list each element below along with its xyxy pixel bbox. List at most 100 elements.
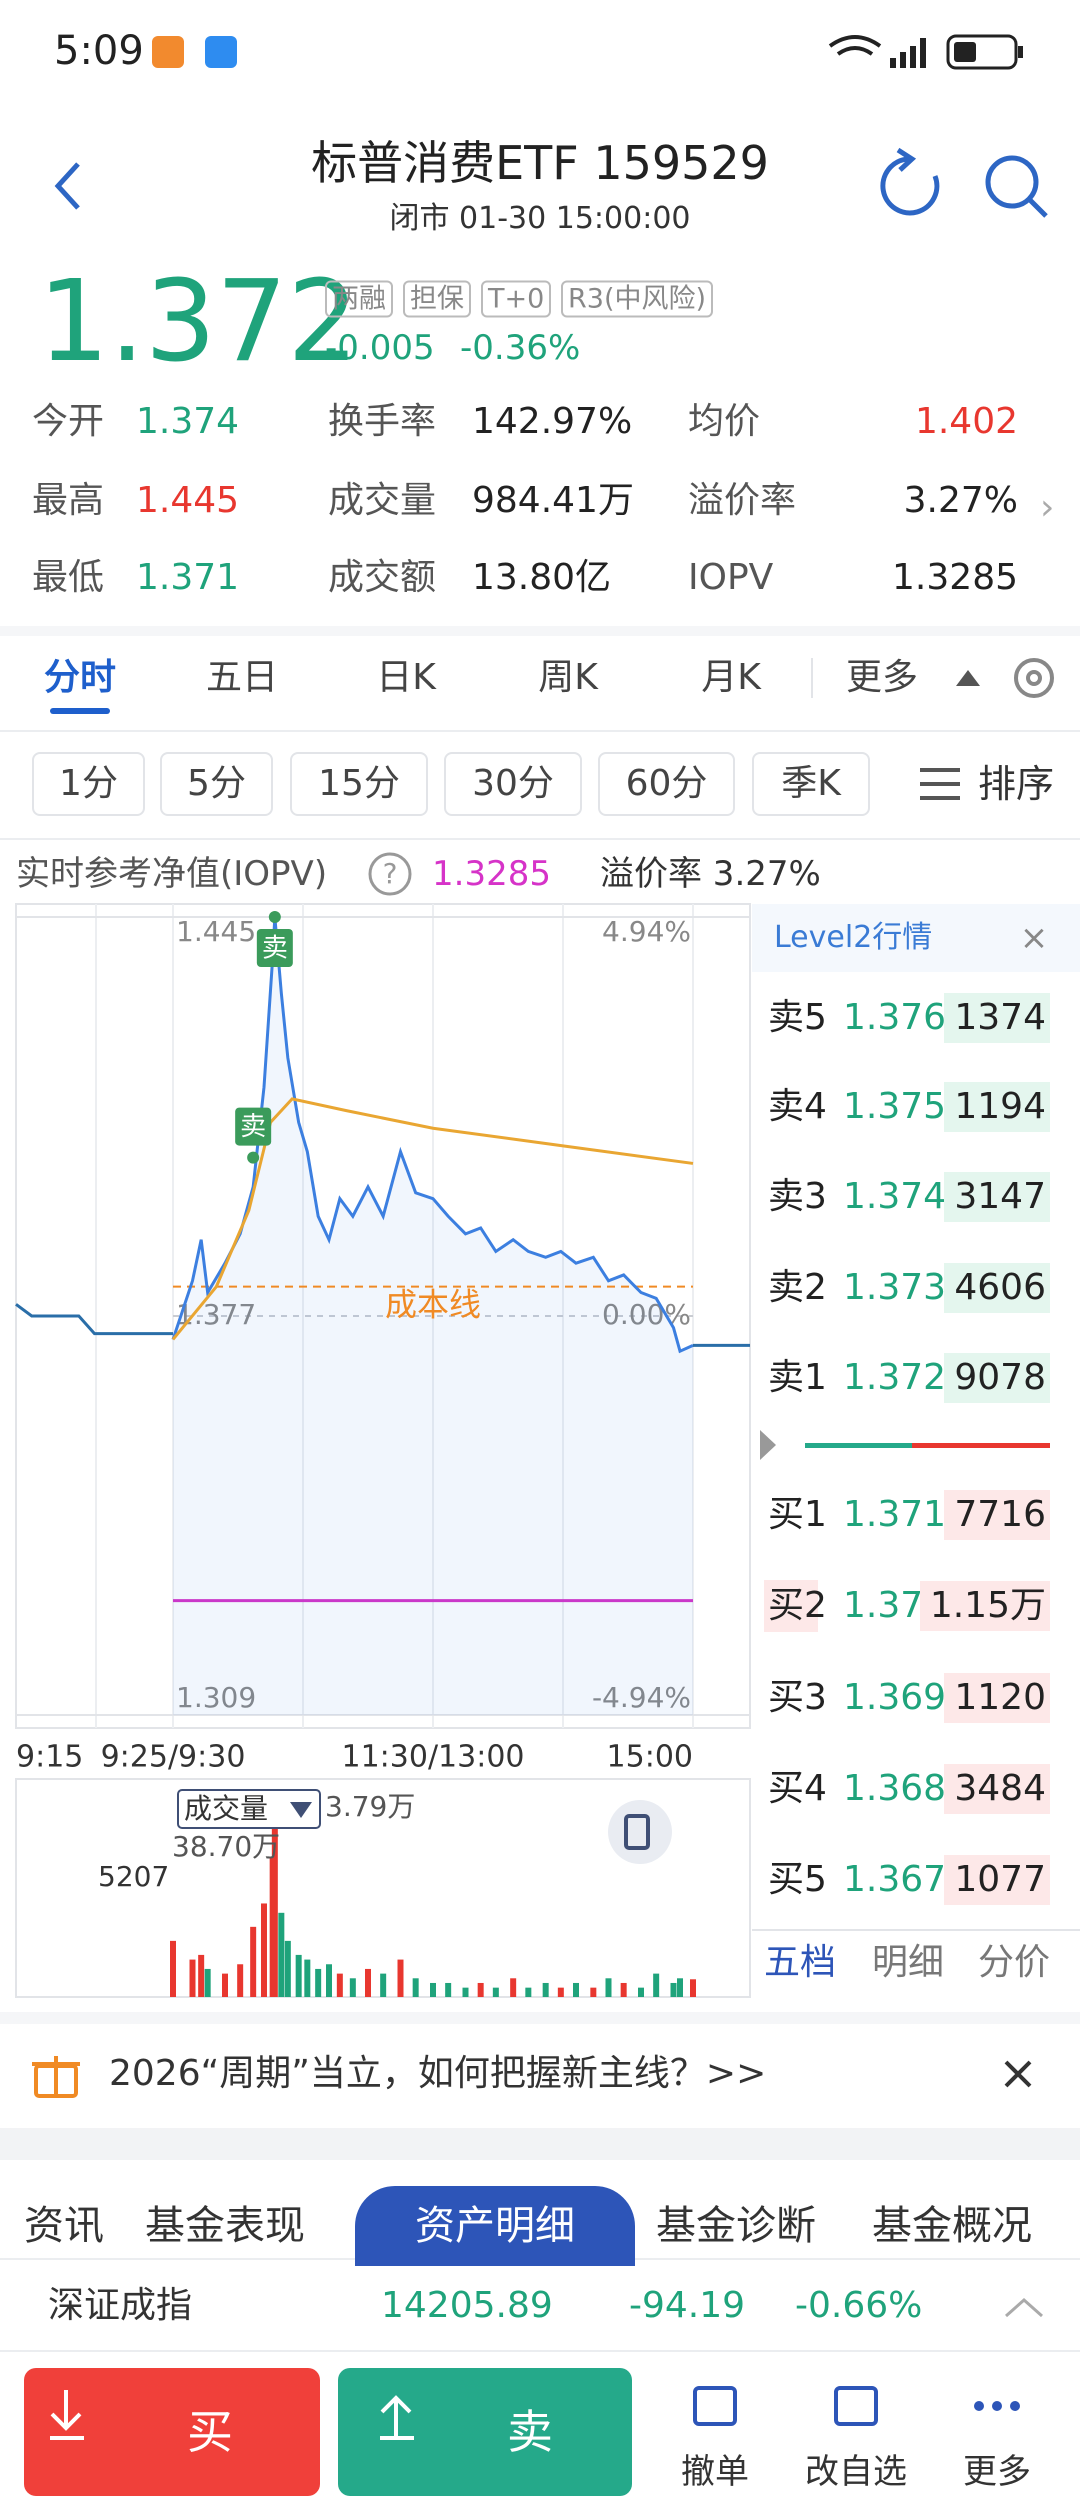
trade-marker <box>247 1151 260 1164</box>
sell-button[interactable] <box>338 2368 632 2496</box>
content-tab[interactable]: 基金诊断 <box>656 2203 816 2249</box>
book-ratio-sell <box>805 1443 912 1448</box>
misc-icons <box>32 658 1080 2318</box>
content-tab[interactable]: 资讯 <box>24 2203 104 2249</box>
period-button[interactable] <box>752 752 870 816</box>
rotate-icon <box>624 1814 650 1850</box>
banner-text[interactable]: 2026“周期”当立，如何把握新主线？>> <box>109 2053 767 2094</box>
buy-label[interactable]: 买 <box>187 2405 233 2459</box>
stat-more[interactable]: › <box>1040 487 1055 528</box>
book-label: 卖1 <box>768 1357 827 1398</box>
book-label: 卖3 <box>768 1176 827 1217</box>
content-tab[interactable]: 基金表现 <box>145 2203 305 2249</box>
quote-tag: 两融 <box>325 280 393 318</box>
volume-bar <box>412 1978 419 1997</box>
period-button[interactable] <box>290 752 428 816</box>
period-button[interactable] <box>444 752 582 816</box>
volume-bar <box>198 1954 205 1997</box>
price-area <box>173 917 693 1715</box>
volume-bar <box>462 1987 469 1997</box>
volume-dropdown <box>290 1802 312 1818</box>
period-label[interactable]: 30分 <box>472 763 554 804</box>
trade-marker-label: 卖 <box>240 1112 266 1142</box>
trade-marker <box>268 911 281 923</box>
collapse-arrow[interactable] <box>760 1430 776 1460</box>
book-price: 1.376 <box>843 997 947 1038</box>
period-label[interactable]: 5分 <box>187 763 246 804</box>
sort-button[interactable]: 排序 <box>978 762 1055 806</box>
period-button[interactable] <box>598 752 735 816</box>
period-label[interactable]: 15分 <box>318 763 400 804</box>
book-qty: 1194 <box>944 1082 1050 1132</box>
volume-bar <box>677 1978 683 1997</box>
chart-tab[interactable]: 月K <box>701 657 761 698</box>
page-subtitle: 闭市 01-30 15:00:00 <box>389 201 691 236</box>
refresh-arrow <box>896 147 917 172</box>
period-button[interactable] <box>160 752 273 816</box>
stat-label: 溢价率 <box>688 480 797 521</box>
rotate-button[interactable] <box>608 1800 672 1864</box>
volume-bar <box>430 1982 436 1997</box>
action-label[interactable]: 改自选 <box>805 2452 907 2492</box>
action-label[interactable]: 更多 <box>963 2452 1031 2492</box>
volume-bar <box>271 1816 278 1997</box>
level2-title[interactable]: Level2行情 <box>774 920 933 955</box>
stat-value: 13.80亿 <box>472 557 612 598</box>
volume-bar <box>250 1926 257 1997</box>
volume-bar <box>620 1982 627 1997</box>
buy-button[interactable] <box>24 2368 320 2496</box>
settings-core <box>1026 670 1042 686</box>
battery-level <box>954 42 976 62</box>
chart-tab[interactable]: 日K <box>376 657 436 698</box>
book-tab[interactable]: 分价 <box>977 1942 1051 1983</box>
volume-bar <box>492 1987 499 1997</box>
level2-header <box>752 904 1080 972</box>
book-qty: 1077 <box>944 1855 1050 1905</box>
content-tab[interactable]: 资产明细 <box>415 2203 575 2249</box>
period-label[interactable]: 季K <box>781 763 841 804</box>
stat-label: 今开 <box>32 401 105 442</box>
tab-underline <box>50 708 110 714</box>
chart-tab[interactable]: 周K <box>538 657 598 698</box>
volume-bar <box>477 1982 484 1997</box>
chart-tab[interactable]: 分时 <box>43 657 117 698</box>
settings-button[interactable] <box>1014 658 1054 698</box>
volume-bar <box>380 1973 387 1997</box>
divider <box>0 626 1080 636</box>
chart-tab-more[interactable]: 更多 <box>845 657 919 698</box>
level2-close[interactable]: × <box>1019 918 1049 958</box>
period-label[interactable]: 60分 <box>625 763 708 804</box>
search-button[interactable] <box>985 155 1039 209</box>
index-name: 深证成指 <box>48 2285 193 2326</box>
expand-index[interactable] <box>1005 2297 1043 2318</box>
stat-label: 最高 <box>32 480 105 521</box>
help-circle[interactable] <box>368 852 412 896</box>
action-label[interactable]: 撤单 <box>681 2452 749 2492</box>
series-line <box>15 1303 173 1336</box>
price-change-pct: -0.36% <box>460 328 581 368</box>
period-button[interactable] <box>32 752 145 816</box>
content-tab[interactable]: 基金概况 <box>872 2203 1032 2249</box>
more-icon <box>974 2401 1020 2411</box>
iopv-help[interactable]: ? <box>382 857 398 890</box>
stat-label: IOPV <box>688 557 774 598</box>
active-tab-pill[interactable] <box>355 2186 635 2266</box>
sell-label[interactable]: 卖 <box>507 2405 553 2459</box>
chart-tab[interactable]: 五日 <box>205 657 279 698</box>
y2-tick-label: -4.94% <box>592 1681 691 1714</box>
refresh-button[interactable] <box>880 156 940 216</box>
y2-tick-label: 4.94% <box>602 915 691 948</box>
divider <box>0 838 1080 840</box>
volume-bar <box>284 1940 291 1997</box>
book-tab[interactable]: 明细 <box>871 1942 945 1983</box>
iopv-premium: 溢价率 3.27% <box>600 854 821 894</box>
close-banner[interactable] <box>1004 2060 1032 2088</box>
period-label[interactable]: 1分 <box>59 763 118 804</box>
volume-current: 3.79万 <box>325 1790 415 1823</box>
signal <box>890 38 926 68</box>
volume-bar <box>445 1982 452 1997</box>
book-tab[interactable]: 五档 <box>763 1942 837 1983</box>
auction-volume-label: 5207 <box>98 1860 169 1893</box>
back-button[interactable] <box>54 162 80 210</box>
last-price: 1.372 <box>38 257 359 387</box>
